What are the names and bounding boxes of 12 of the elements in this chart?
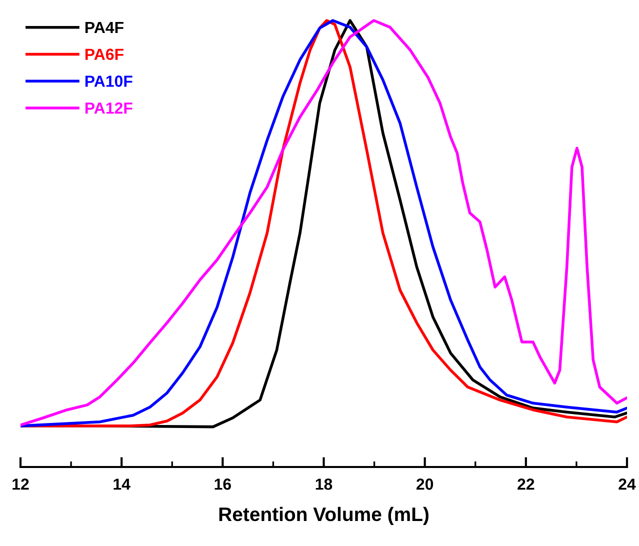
x-tick-label: 14 (114, 478, 130, 490)
x-tick-label: 20 (416, 478, 434, 490)
x-tick-label: 12 (12, 478, 29, 490)
legend-label: PA4F (85, 22, 124, 33)
x-tick-label: 16 (214, 478, 231, 490)
x-axis-title: Retention Volume (mL) (219, 506, 428, 526)
legend-label: PA6F (85, 48, 124, 60)
legend-label: PA10F (85, 76, 132, 87)
x-tick-label: 18 (316, 478, 332, 490)
x-tick-label: 24 (618, 478, 636, 490)
x-tick-label: 22 (518, 478, 534, 490)
legend-label: PA12F (85, 102, 132, 114)
